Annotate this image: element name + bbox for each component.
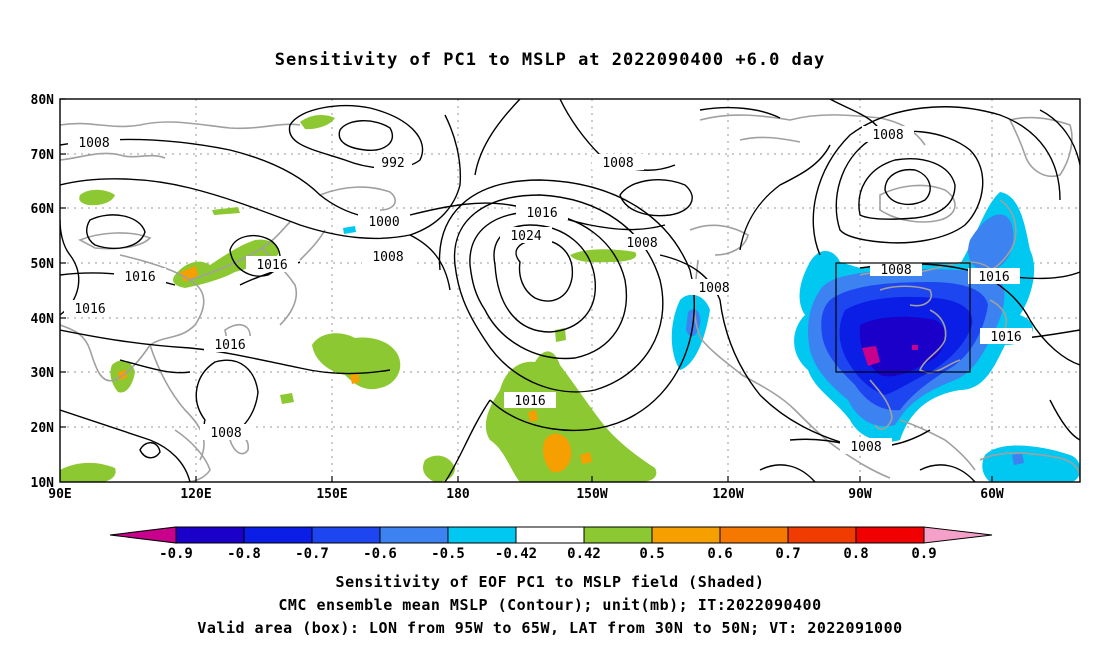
lat-label: 80N	[31, 93, 55, 108]
colorbar-box	[515, 526, 585, 544]
lon-label: 120E	[180, 487, 211, 502]
contour-label: 1008	[616, 234, 668, 251]
lat-label: 70N	[31, 148, 55, 163]
contour-label: 1016	[204, 336, 256, 353]
positive-sensitivity-shading	[60, 114, 657, 482]
contour-label: 1008	[870, 262, 922, 278]
svg-text:1008: 1008	[850, 440, 881, 455]
contour-label: 1008	[68, 134, 120, 151]
colorbar-label: -0.7	[295, 546, 329, 562]
lat-label: 20N	[31, 421, 55, 436]
caption-contour: CMC ensemble mean MSLP (Contour); unit(m…	[278, 596, 822, 614]
map-frame	[59, 98, 1081, 483]
contour-label: 992	[374, 154, 412, 171]
contour-label: 1008	[862, 126, 914, 143]
colorbar-box	[447, 526, 517, 544]
lon-label: 120W	[712, 487, 743, 502]
contour-label: 1016	[980, 328, 1032, 345]
svg-text:1016: 1016	[214, 338, 245, 353]
colorbar-label: -0.9	[159, 546, 193, 562]
colorbar-box	[583, 526, 653, 544]
contour-label: 1008	[200, 424, 252, 441]
lat-label: 40N	[31, 312, 55, 327]
colorbar-right-arrow	[923, 526, 993, 544]
svg-text:1008: 1008	[698, 281, 729, 296]
colorbar-label: -0.42	[495, 546, 537, 562]
contour-label: 1008	[840, 438, 892, 455]
colorbar-box	[855, 526, 925, 544]
contour-label: 1016	[114, 268, 166, 285]
colorbar-box	[651, 526, 721, 544]
contour-label: 1016	[64, 300, 116, 317]
contour-label: 1024	[500, 227, 552, 244]
contour-label: 1016	[516, 204, 568, 221]
svg-text:1016: 1016	[526, 206, 557, 221]
caption-valid-area: Valid area (box): LON from 95W to 65W, L…	[197, 619, 903, 637]
negative-sensitivity-shading	[343, 192, 1080, 482]
contour-label: 1016	[246, 256, 298, 273]
colorbar-label: 0.42	[567, 546, 601, 562]
contour-labels-extra: 1016 1008	[840, 328, 1032, 455]
colorbar-label: 0.5	[639, 546, 664, 562]
lon-label: 90E	[48, 487, 71, 502]
colorbar-box	[787, 526, 857, 544]
lon-label: 150E	[316, 487, 347, 502]
svg-text:1008: 1008	[210, 426, 241, 441]
svg-text:1008: 1008	[872, 128, 903, 143]
svg-text:1008: 1008	[78, 136, 109, 151]
contour-label: 1016	[504, 392, 556, 409]
contour-label: 1008	[688, 279, 740, 296]
contour-labels: 1008 992 1008 1000 1016 1024 1008 1008 1…	[64, 126, 1020, 441]
colorbar-label: 0.9	[911, 546, 936, 562]
svg-text:1016: 1016	[978, 270, 1009, 285]
svg-text:1008: 1008	[372, 250, 403, 265]
svg-text:1016: 1016	[256, 258, 287, 273]
map-plot-area: 1008 992 1008 1000 1016 1024 1008 1008 1…	[31, 93, 1081, 502]
contour-label: 1016	[968, 268, 1020, 285]
colorbar-label: -0.6	[363, 546, 397, 562]
colorbar-box	[175, 526, 245, 544]
contour-label: 1008	[362, 248, 414, 265]
lon-label: 90W	[848, 487, 872, 502]
lon-label: 150W	[576, 487, 607, 502]
map-title: Sensitivity of PC1 to MSLP at 2022090400…	[274, 50, 826, 70]
colorbar-box	[311, 526, 381, 544]
contour-label: 1000	[358, 213, 410, 230]
svg-text:1008: 1008	[602, 156, 633, 171]
svg-text:1008: 1008	[626, 236, 657, 251]
lat-label: 50N	[31, 257, 55, 272]
lon-label: 60W	[980, 487, 1004, 502]
lon-label: 180	[446, 487, 470, 502]
contour-label: 1008	[592, 154, 644, 171]
colorbar-label: -0.5	[431, 546, 465, 562]
valid-area-box	[835, 262, 971, 373]
colorbar-box	[243, 526, 313, 544]
svg-text:1008: 1008	[880, 263, 911, 278]
svg-text:1024: 1024	[510, 229, 541, 244]
colorbar-label: -0.8	[227, 546, 261, 562]
colorbar-box	[719, 526, 789, 544]
lat-label: 60N	[31, 202, 55, 217]
svg-text:1016: 1016	[74, 302, 105, 317]
colorbar-box	[379, 526, 449, 544]
svg-text:992: 992	[381, 156, 404, 171]
colorbar-label: 0.6	[707, 546, 732, 562]
svg-text:1016: 1016	[514, 394, 545, 409]
svg-text:1016: 1016	[990, 330, 1021, 345]
colorbar-left-arrow	[109, 526, 177, 544]
axis-ticks	[60, 98, 993, 482]
svg-text:1016: 1016	[124, 270, 155, 285]
lat-label: 10N	[31, 476, 55, 491]
colorbar: -0.9 -0.8 -0.7 -0.6 -0.5 -0.42 0.42 0.5 0.6 0.7 0.…	[109, 526, 993, 562]
caption-shading: Sensitivity of EOF PC1 to MSLP field (Sh…	[335, 573, 765, 591]
longitude-labels: 90E 120E 150E 180 150W 120W 90W 60W	[48, 487, 1004, 502]
lat-label: 30N	[31, 366, 55, 381]
svg-text:1000: 1000	[368, 215, 399, 230]
colorbar-label: 0.7	[775, 546, 800, 562]
colorbar-label: 0.8	[843, 546, 868, 562]
latitude-labels: 80N 70N 60N 50N 40N 30N 20N 10N	[31, 93, 55, 491]
